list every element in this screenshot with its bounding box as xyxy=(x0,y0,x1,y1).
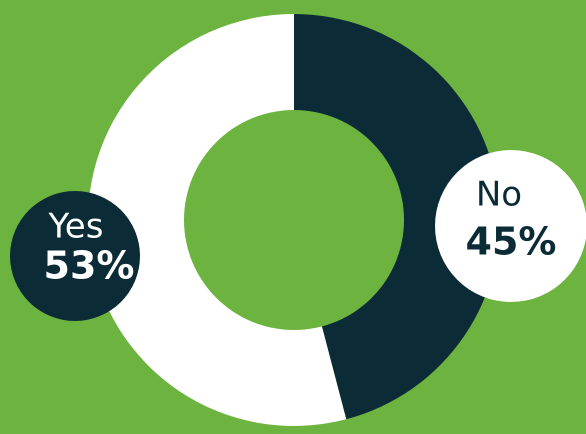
yes-value-label: 53% xyxy=(44,244,135,288)
no-badge-circle xyxy=(435,150,586,302)
no-category-label: No xyxy=(476,175,522,215)
donut-hole xyxy=(184,110,404,330)
yes-category-label: Yes xyxy=(48,207,104,247)
no-label-badge: No 45% xyxy=(435,150,586,302)
yes-label-badge: Yes 53% xyxy=(10,191,140,321)
no-value-label: 45% xyxy=(466,220,557,264)
yes-badge-circle xyxy=(10,191,140,321)
